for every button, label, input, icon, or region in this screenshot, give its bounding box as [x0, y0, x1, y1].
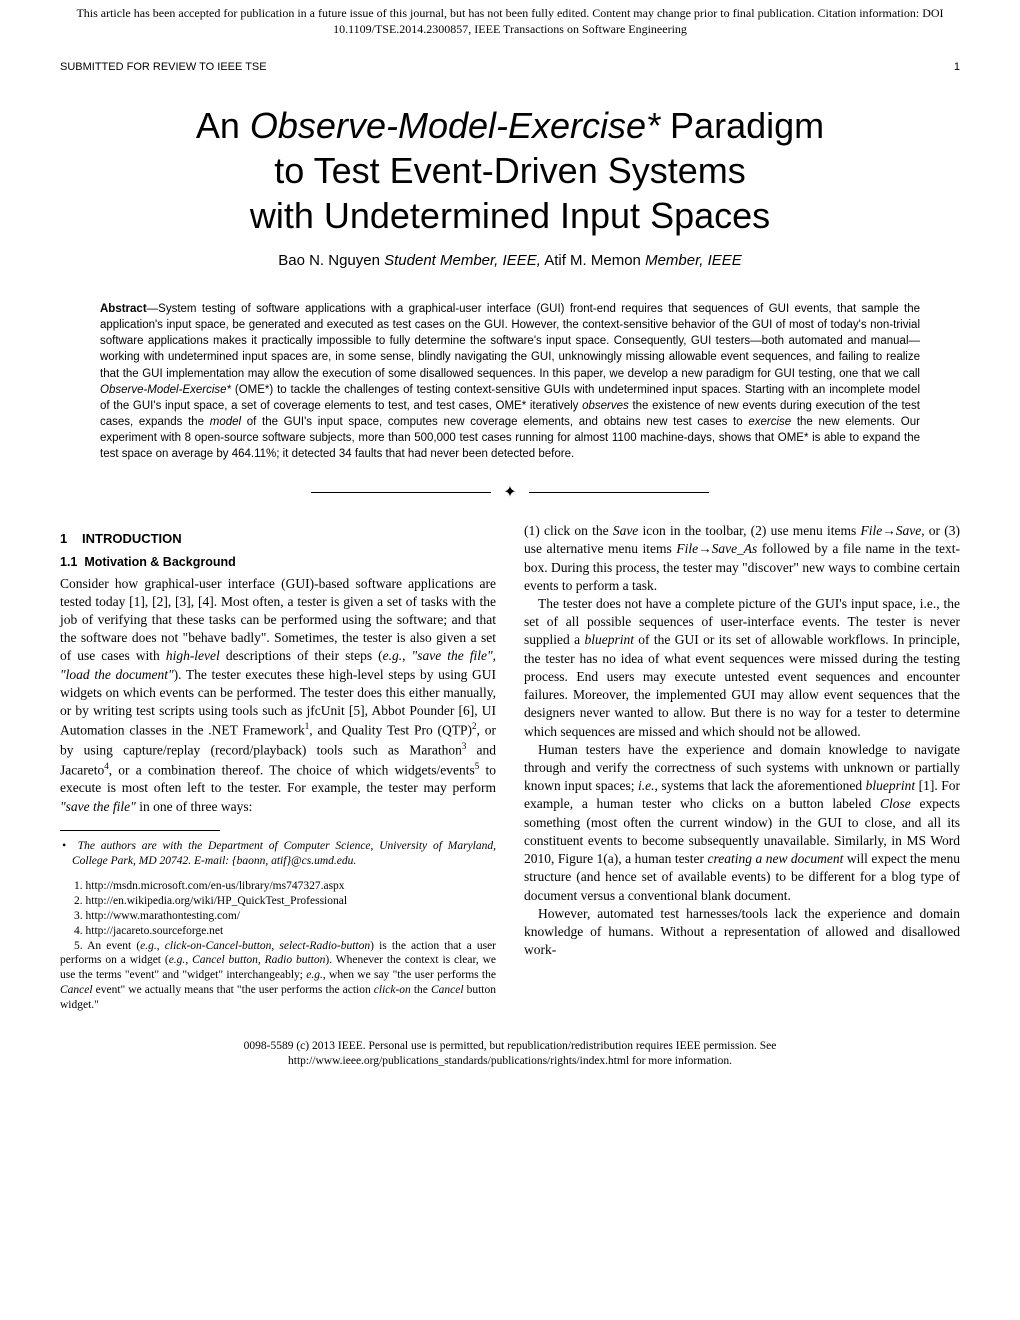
subsection-heading: 1.1 Motivation & Background: [60, 554, 496, 571]
running-header: SUBMITTED FOR REVIEW TO IEEE TSE 1: [0, 41, 1020, 73]
notice-line-2: 10.1109/TSE.2014.2300857, IEEE Transacti…: [333, 22, 687, 36]
paper-title: An Observe-Model-Exercise* Paradigm to T…: [60, 103, 960, 238]
section-divider: ✦: [0, 482, 1020, 502]
left-column: 1INTRODUCTION 1.1 Motivation & Backgroun…: [60, 522, 496, 1013]
section-heading: 1INTRODUCTION: [60, 530, 496, 548]
footer-line-2: http://www.ieee.org/publications_standar…: [288, 1055, 732, 1067]
body-paragraph: (1) click on the Save icon in the toolba…: [524, 522, 960, 595]
footnote-3: 3. http://www.marathontesting.com/: [60, 909, 496, 924]
body-paragraph: Consider how graphical-user interface (G…: [60, 575, 496, 816]
body-paragraph: Human testers have the experience and do…: [524, 741, 960, 905]
footnote-rule: [60, 830, 220, 831]
copyright-footer: 0098-5589 (c) 2013 IEEE. Personal use is…: [0, 1013, 1020, 1077]
submitted-text: SUBMITTED FOR REVIEW TO IEEE TSE: [60, 61, 267, 73]
body-paragraph: However, automated test harnesses/tools …: [524, 905, 960, 960]
footnote-1: 1. http://msdn.microsoft.com/en-us/libra…: [60, 879, 496, 894]
right-column: (1) click on the Save icon in the toolba…: [524, 522, 960, 1013]
publication-notice: This article has been accepted for publi…: [0, 0, 1020, 41]
footnote-2: 2. http://en.wikipedia.org/wiki/HP_Quick…: [60, 894, 496, 909]
author-affiliation: • The authors are with the Department of…: [60, 839, 496, 869]
page-number: 1: [954, 61, 960, 73]
body-paragraph: The tester does not have a complete pict…: [524, 595, 960, 741]
abstract: Abstract—System testing of software appl…: [0, 279, 1020, 472]
footnotes: 1. http://msdn.microsoft.com/en-us/libra…: [60, 879, 496, 1013]
divider-line: [529, 492, 709, 493]
divider-line: [311, 492, 491, 493]
footer-line-1: 0098-5589 (c) 2013 IEEE. Personal use is…: [244, 1040, 777, 1052]
notice-line-1: This article has been accepted for publi…: [76, 6, 943, 20]
footnote-5: 5. An event (e.g., click-on-Cancel-butto…: [60, 939, 496, 1014]
title-block: An Observe-Model-Exercise* Paradigm to T…: [0, 73, 1020, 279]
body-columns: 1INTRODUCTION 1.1 Motivation & Backgroun…: [0, 522, 1020, 1013]
authors: Bao N. Nguyen Student Member, IEEE, Atif…: [60, 252, 960, 269]
divider-diamond: ✦: [503, 482, 516, 502]
footnote-4: 4. http://jacareto.sourceforge.net: [60, 924, 496, 939]
